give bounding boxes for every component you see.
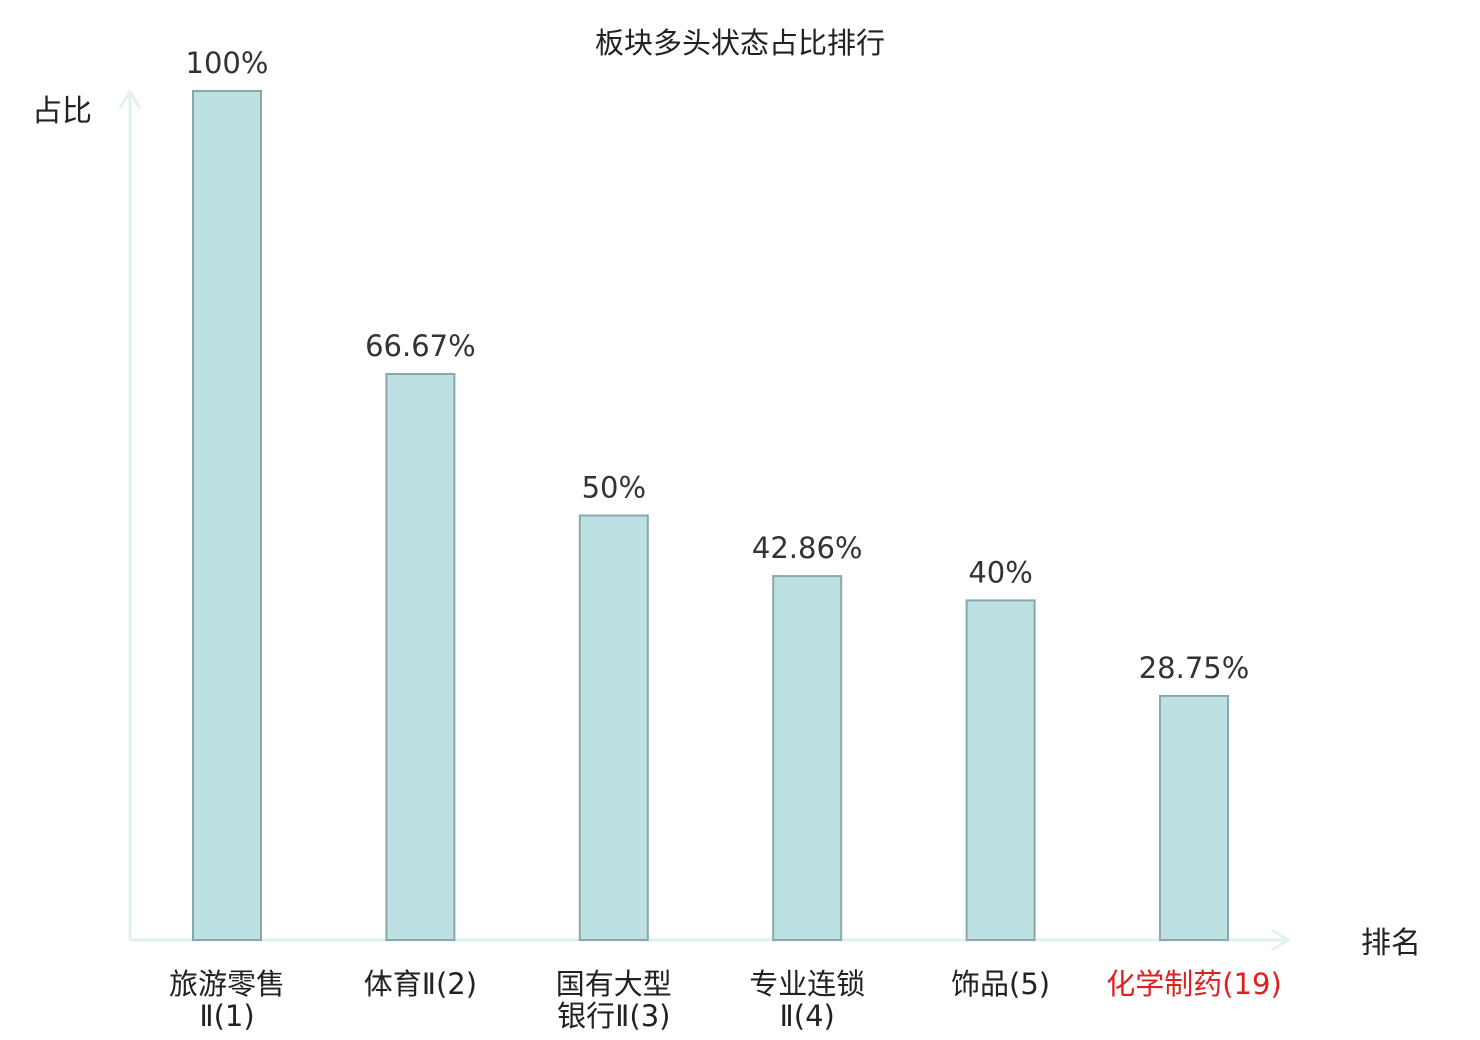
y-axis-arrowhead (118, 89, 142, 109)
value-label-2: 66.67% (365, 329, 476, 363)
bar-4 (772, 575, 843, 941)
category-label-2-line-1: 体育Ⅱ(2) (364, 967, 477, 1001)
bar-2 (385, 373, 456, 941)
bar-3 (578, 514, 649, 941)
x-axis-arrowhead (1271, 928, 1291, 952)
category-label-5-line-1: 饰品(5) (951, 967, 1050, 1001)
category-label-3-line-1: 国有大型 (556, 967, 672, 1001)
category-label-1-line-1: 旅游零售 (169, 967, 285, 1001)
axes (118, 89, 1291, 952)
category-label-4-line-2: Ⅱ(4) (780, 999, 835, 1033)
y-axis-label: 占比 (32, 94, 92, 129)
value-label-5: 40% (968, 555, 1032, 589)
value-label-4: 42.86% (752, 531, 863, 565)
category-label-6-line-1: 化学制药(19) (1106, 967, 1282, 1001)
category-label-1-line-2: Ⅱ(1) (199, 999, 254, 1033)
bar-5 (965, 599, 1036, 942)
category-label-3-line-2: 银行Ⅱ(3) (557, 999, 670, 1033)
chart-title: 板块多头状态占比排行 (595, 26, 885, 60)
bar-6 (1159, 694, 1229, 942)
value-label-6: 28.75% (1139, 651, 1250, 685)
value-label-1: 100% (186, 46, 269, 80)
category-label-4-line-1: 专业连锁 (749, 967, 865, 1001)
bar-1 (192, 90, 262, 941)
x-axis-label: 排名 (1361, 926, 1421, 961)
value-labels-group: 100% 66.67% 50% 42.86% 40% 28.75% (186, 46, 1250, 685)
value-label-3: 50% (582, 471, 646, 505)
bars-group (192, 90, 1229, 942)
